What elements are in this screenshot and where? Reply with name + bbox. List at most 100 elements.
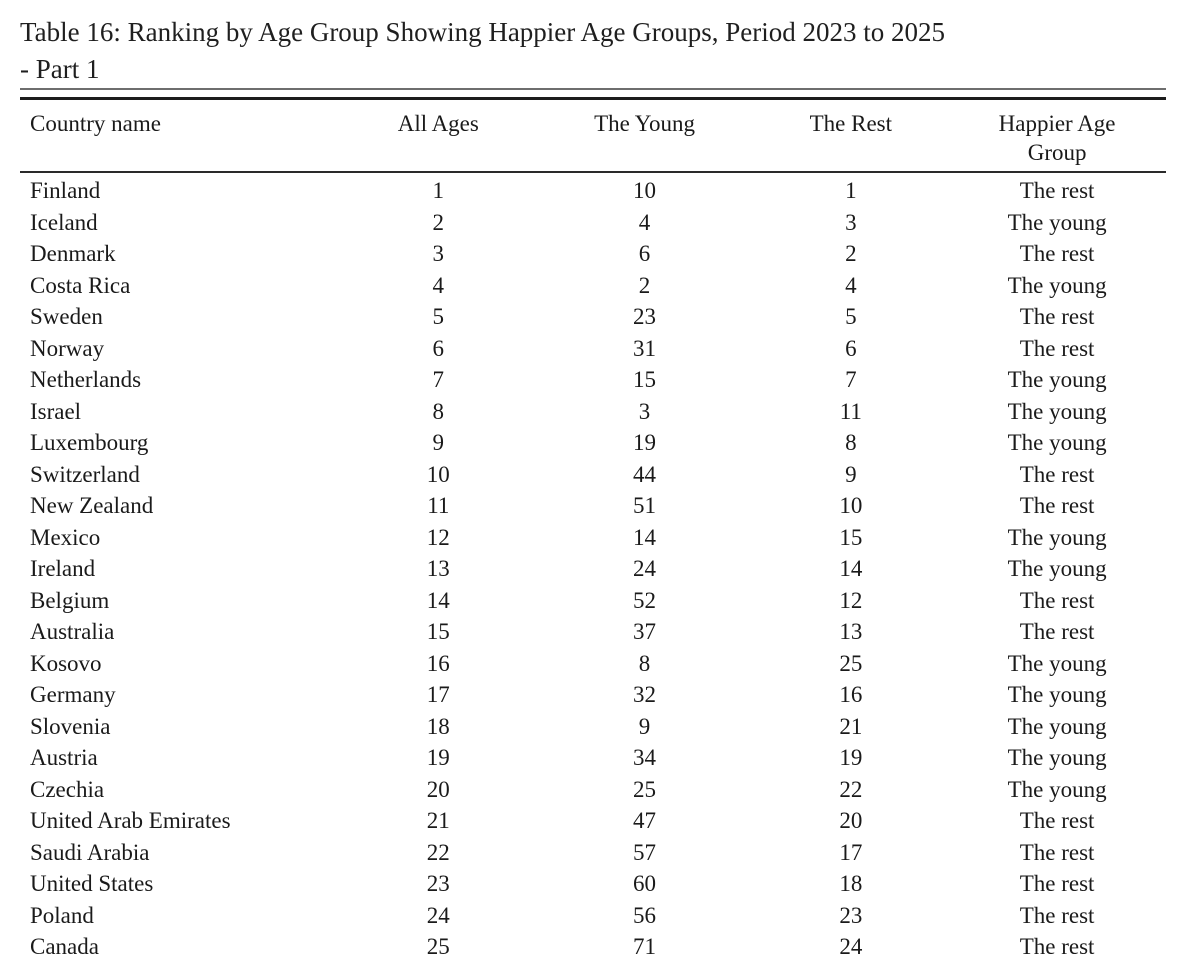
cell-all-ages-rank: 22: [426, 839, 450, 865]
table-row: Costa Rica 4 2 4 The young: [20, 270, 1166, 302]
cell-all-ages-rank: 8: [432, 398, 445, 424]
table-row: Belgium 14 52 12 The rest: [20, 585, 1166, 617]
cell-the-young-rank: 31: [633, 335, 657, 361]
cell-all-ages-rank: 12: [426, 524, 450, 550]
cell-country-name: Canada: [30, 934, 99, 959]
cell-happier-age-group: The rest: [1019, 619, 1095, 644]
table-row: Finland 1 10 1 The rest: [20, 175, 1166, 207]
cell-country-name: Iceland: [30, 209, 98, 235]
table-row: United Arab Emirates 21 47 20 The rest: [20, 805, 1166, 837]
cell-all-ages-rank: 3: [432, 241, 445, 266]
cell-the-rest-rank: 10: [839, 493, 863, 518]
cell-all-ages-rank: 21: [426, 808, 450, 833]
cell-happier-age-group: The rest: [1019, 493, 1095, 518]
table-caption: Table 16: Ranking by Age Group Showing H…: [20, 14, 1166, 90]
cell-country-name: Netherlands: [30, 367, 142, 392]
cell-happier-age-group: The rest: [1019, 934, 1095, 959]
cell-all-ages-rank: 25: [426, 934, 450, 959]
cell-the-rest-rank: 9: [845, 461, 857, 487]
cell-all-ages-rank: 5: [432, 304, 445, 329]
cell-the-young-rank: 8: [638, 650, 651, 676]
cell-the-rest-rank: 25: [839, 650, 863, 676]
cell-country-name: Poland: [30, 902, 94, 928]
cell-country-name: Denmark: [30, 241, 116, 266]
cell-the-rest-rank: 11: [839, 398, 862, 424]
cell-country-name: Sweden: [30, 304, 103, 329]
cell-happier-age-group: The rest: [1019, 871, 1095, 896]
cell-the-rest-rank: 12: [839, 587, 863, 613]
cell-all-ages-rank: 19: [426, 745, 450, 770]
cell-the-young-rank: 9: [638, 713, 651, 739]
cell-happier-age-group: The rest: [1019, 241, 1095, 266]
cell-country-name: Germany: [30, 682, 116, 707]
cell-the-young-rank: 47: [633, 808, 657, 833]
cell-the-rest-rank: 18: [839, 871, 863, 896]
cell-happier-age-group: The rest: [1019, 178, 1095, 203]
cell-happier-age-group: The young: [1007, 367, 1107, 392]
cell-the-rest-rank: 6: [845, 335, 857, 361]
cell-the-rest-rank: 20: [839, 808, 863, 833]
table-row: Australia 15 37 13 The rest: [20, 616, 1166, 648]
cell-happier-age-group: The young: [1007, 272, 1107, 298]
table-row: Saudi Arabia 22 57 17 The rest: [20, 837, 1166, 869]
cell-the-young-rank: 2: [638, 272, 651, 298]
cell-happier-age-group: The young: [1007, 745, 1107, 770]
table-row: Switzerland 10 44 9 The rest: [20, 459, 1166, 491]
cell-the-rest-rank: 15: [839, 524, 863, 550]
cell-all-ages-rank: 14: [426, 587, 450, 613]
caption-line-1: Table 16: Ranking by Age Group Showing H…: [20, 17, 946, 47]
cell-the-rest-rank: 16: [839, 682, 863, 707]
table-row: Canada 25 71 24 The rest: [20, 931, 1166, 963]
cell-all-ages-rank: 23: [426, 871, 450, 896]
cell-happier-age-group: The rest: [1019, 587, 1095, 613]
cell-the-young-rank: 14: [633, 524, 657, 550]
cell-happier-age-group: The rest: [1019, 839, 1095, 865]
column-header-country-name: Country name: [30, 111, 161, 136]
cell-happier-age-group: The rest: [1019, 461, 1095, 487]
cell-happier-age-group: The young: [1007, 556, 1107, 581]
cell-the-young-rank: 19: [633, 430, 657, 455]
table-row: Netherlands 7 15 7 The young: [20, 364, 1166, 396]
cell-country-name: United States: [30, 871, 154, 896]
table-row: Kosovo 16 8 25 The young: [20, 648, 1166, 680]
cell-all-ages-rank: 16: [426, 650, 450, 676]
cell-the-young-rank: 15: [633, 367, 657, 392]
table-row: Iceland 2 4 3 The young: [20, 207, 1166, 239]
table-row: Norway 6 31 6 The rest: [20, 333, 1166, 365]
column-header-the-rest: The Rest: [809, 111, 893, 136]
cell-the-rest-rank: 4: [845, 272, 857, 298]
table-row: Czechia 20 25 22 The young: [20, 774, 1166, 806]
cell-all-ages-rank: 17: [426, 682, 450, 707]
cell-the-young-rank: 56: [633, 902, 657, 928]
cell-the-young-rank: 3: [638, 398, 651, 424]
table-row: New Zealand 11 51 10 The rest: [20, 490, 1166, 522]
cell-happier-age-group: The rest: [1019, 335, 1095, 361]
table-row: Mexico 12 14 15 The young: [20, 522, 1166, 554]
table-row: Sweden 5 23 5 The rest: [20, 301, 1166, 333]
cell-all-ages-rank: 1: [432, 178, 445, 203]
table-row: Slovenia 18 9 21 The young: [20, 711, 1166, 743]
cell-happier-age-group: The young: [1007, 209, 1107, 235]
cell-happier-age-group: The young: [1007, 524, 1107, 550]
cell-the-young-rank: 44: [633, 461, 657, 487]
table-row: Israel 8 3 11 The young: [20, 396, 1166, 428]
cell-country-name: Australia: [30, 619, 115, 644]
cell-country-name: Slovenia: [30, 713, 111, 739]
cell-the-rest-rank: 5: [845, 304, 857, 329]
cell-all-ages-rank: 2: [432, 209, 445, 235]
cell-country-name: Mexico: [30, 524, 101, 550]
cell-the-young-rank: 32: [633, 682, 657, 707]
table-row: Germany 17 32 16 The young: [20, 679, 1166, 711]
cell-all-ages-rank: 10: [426, 461, 450, 487]
table-row: Luxembourg 9 19 8 The young: [20, 427, 1166, 459]
cell-happier-age-group: The young: [1007, 776, 1107, 802]
cell-the-young-rank: 25: [633, 776, 657, 802]
cell-the-young-rank: 24: [633, 556, 657, 581]
cell-country-name: Norway: [30, 335, 105, 361]
cell-all-ages-rank: 6: [432, 335, 445, 361]
cell-country-name: Austria: [30, 745, 98, 770]
column-header-happier-age-group: Happier Age Group: [948, 109, 1166, 167]
table-row: United States 23 60 18 The rest: [20, 868, 1166, 900]
cell-country-name: Belgium: [30, 587, 110, 613]
cell-happier-age-group: The young: [1007, 682, 1107, 707]
